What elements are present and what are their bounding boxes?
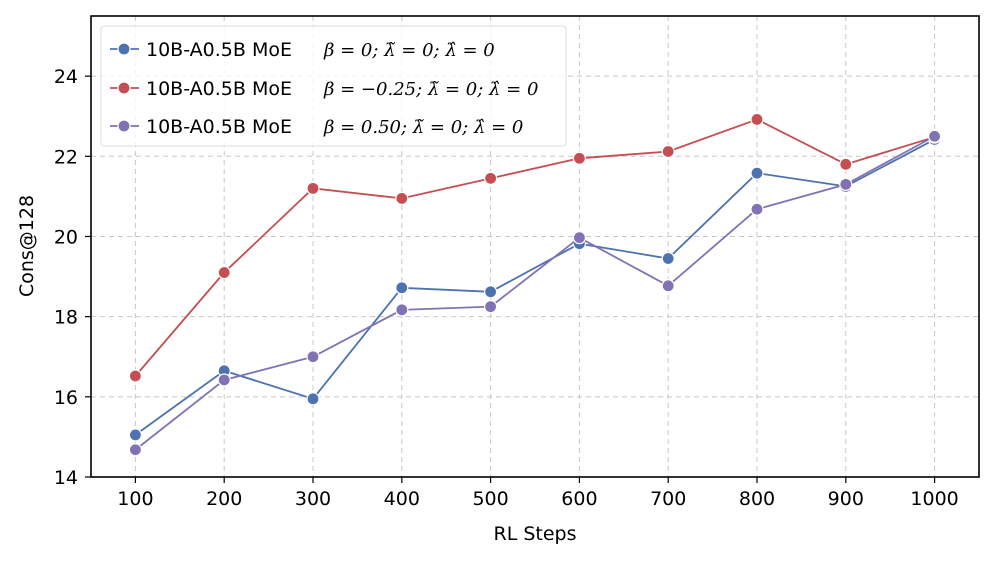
x-tick-label: 500 (472, 488, 508, 510)
x-tick-label: 1000 (910, 488, 958, 510)
data-point (395, 281, 409, 295)
data-point (661, 279, 675, 293)
series-line (134, 135, 936, 451)
y-tick-label: 18 (54, 307, 78, 329)
data-point (839, 157, 853, 171)
data-point (572, 231, 587, 245)
legend-label: 10B-A0.5B MoE (146, 39, 292, 61)
axis-ticks: 100 200 300 400 500 600 700 800 900 1000 14 16 18 20 2… (54, 66, 959, 510)
legend-math: β = −0.25; λ̃ = 0; λ̂ = 0 (323, 79, 538, 100)
y-tick-label: 22 (54, 146, 78, 168)
legend-label: 10B-A0.5B MoE (146, 116, 292, 138)
data-point (395, 303, 409, 317)
y-tick-label: 20 (54, 226, 78, 248)
legend: 10B-A0.5B MoE β = 0; λ̃ = 0; λ̂ = 0 10B-… (100, 25, 567, 147)
data-point (484, 171, 498, 185)
x-axis-title: RL Steps (494, 523, 577, 545)
y-tick-label: 14 (54, 467, 78, 489)
y-tick-label: 16 (54, 387, 78, 409)
y-tick-label: 24 (54, 66, 78, 88)
data-point (927, 129, 942, 143)
data-point (750, 166, 764, 180)
data-point (128, 443, 142, 457)
data-point (484, 300, 498, 314)
data-point (128, 369, 142, 383)
legend-math: β = 0; λ̃ = 0; λ̂ = 0 (323, 40, 495, 61)
y-axis-title: Cons@128 (16, 195, 38, 297)
data-point (661, 251, 675, 266)
x-tick-label: 400 (384, 488, 420, 510)
data-point (217, 265, 231, 280)
data-point (661, 144, 675, 159)
data-point (572, 151, 587, 165)
legend-marker (117, 42, 131, 56)
data-point (306, 181, 320, 195)
legend-label: 10B-A0.5B MoE (146, 78, 292, 100)
series-line (134, 138, 936, 436)
data-point (128, 428, 142, 442)
legend-marker (117, 81, 131, 95)
data-point (306, 350, 320, 364)
x-tick-label: 100 (117, 488, 153, 510)
data-point (217, 373, 231, 387)
data-point (750, 112, 764, 127)
series-layer (128, 112, 942, 457)
legend-math: β = 0.50; λ̃ = 0; λ̂ = 0 (323, 117, 523, 138)
series-1 (128, 112, 942, 383)
series-line (134, 118, 935, 377)
legend-entry: 10B-A0.5B MoE β = 0; λ̃ = 0; λ̂ = 0 (110, 39, 495, 61)
legend-entry: 10B-A0.5B MoE β = −0.25; λ̃ = 0; λ̂ = 0 (110, 78, 538, 100)
legend-marker (117, 119, 131, 133)
x-tick-label: 800 (739, 488, 775, 510)
series-2 (128, 129, 942, 457)
data-point (395, 191, 409, 205)
x-tick-label: 300 (295, 488, 331, 510)
series-0 (128, 132, 942, 442)
x-tick-label: 700 (650, 488, 686, 510)
plot-frame (90, 15, 980, 478)
data-point (839, 177, 853, 191)
data-point (750, 202, 764, 216)
data-point (306, 392, 320, 406)
legend-box (100, 25, 567, 147)
legend-entry: 10B-A0.5B MoE β = 0.50; λ̃ = 0; λ̂ = 0 (110, 116, 523, 138)
data-point (484, 285, 498, 299)
x-tick-label: 200 (206, 488, 242, 510)
x-tick-label: 600 (561, 488, 597, 510)
x-tick-label: 900 (828, 488, 864, 510)
